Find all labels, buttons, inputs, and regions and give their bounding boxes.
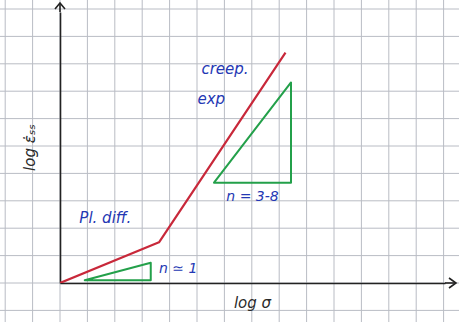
annotation: creep. <box>201 60 248 78</box>
y-axis <box>60 13 61 284</box>
paper-line <box>334 0 335 322</box>
paper-line <box>388 0 389 322</box>
axis-arrow <box>445 282 455 284</box>
paper-line <box>0 173 459 174</box>
slope-label: n = 3-8 <box>226 188 278 204</box>
marks <box>60 53 291 283</box>
axis-arrow <box>59 4 61 12</box>
paper-line <box>0 283 459 284</box>
paper-line <box>114 0 115 322</box>
paper-line <box>0 228 459 229</box>
y-axis-title: log ε̇ₛₛ <box>21 124 39 171</box>
slope-label: n ≃ 1 <box>159 260 197 276</box>
axis-line <box>60 13 62 284</box>
paper-line <box>0 91 459 92</box>
annotation: Pl. diff. <box>79 209 131 227</box>
annotation: exp <box>197 90 225 108</box>
paper-line <box>0 118 459 119</box>
data-line <box>60 53 286 283</box>
paper-line <box>251 0 252 322</box>
plot: n ≃ 1 n = 3-8 Pl. diff. creep. exp <box>55 3 456 288</box>
paper-line <box>443 0 444 322</box>
paper-line <box>5 0 6 322</box>
paper-grid <box>0 0 459 322</box>
x-axis <box>61 283 446 284</box>
paper-line <box>87 0 88 322</box>
paper-line <box>60 0 61 322</box>
paper-line <box>416 0 417 322</box>
slope-triangle <box>214 82 291 182</box>
labels: n ≃ 1 n = 3-8 Pl. diff. creep. exp <box>79 60 278 276</box>
axis-arrow <box>55 3 65 9</box>
paper-line <box>0 146 459 147</box>
x-axis-title: log σ <box>234 294 272 312</box>
paper-line <box>0 310 459 311</box>
axis-arrow <box>449 278 456 288</box>
paper-line <box>279 0 280 322</box>
paper-line <box>0 9 459 10</box>
paper-line <box>0 255 459 256</box>
slope-triangle <box>85 263 151 281</box>
paper-line <box>0 36 459 37</box>
paper-line <box>306 0 307 322</box>
paper-line <box>142 0 143 322</box>
chart: n ≃ 1 n = 3-8 Pl. diff. creep. exp log σ log ε… <box>0 0 459 322</box>
axis-arrows <box>55 3 456 288</box>
axis-line <box>61 283 446 285</box>
paper-line <box>224 0 225 322</box>
paper-line <box>361 0 362 322</box>
